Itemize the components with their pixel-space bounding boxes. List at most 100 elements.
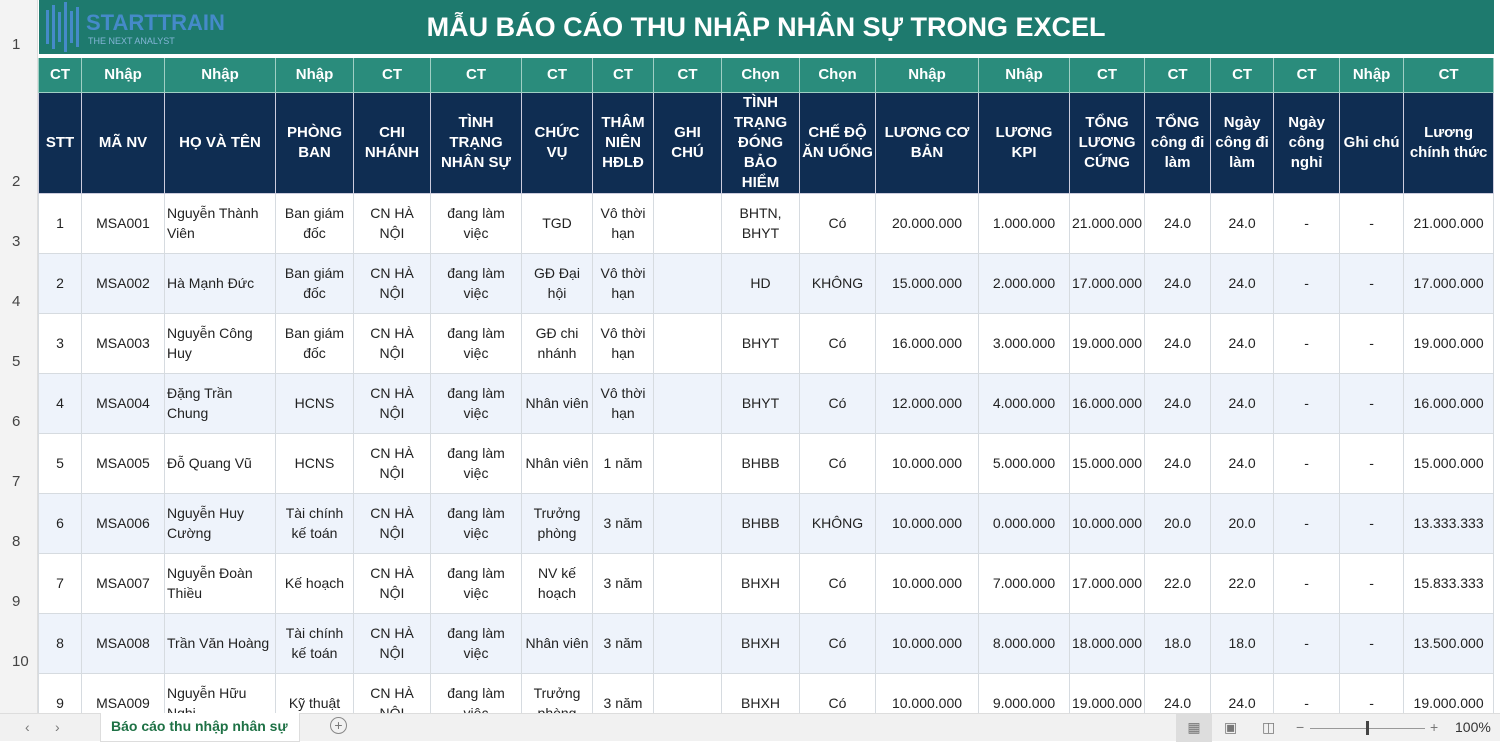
- table-row-cell[interactable]: 18.0: [1210, 612, 1275, 674]
- table-row-cell[interactable]: HCNS: [275, 372, 354, 434]
- header-row-cell[interactable]: Lương chính thức: [1403, 91, 1495, 194]
- row-number[interactable]: 1: [12, 36, 21, 53]
- scroll-right-icon[interactable]: ›: [55, 719, 60, 735]
- type-row-cell[interactable]: Nhập: [978, 55, 1070, 93]
- table-row-cell[interactable]: KHÔNG: [799, 252, 876, 314]
- type-row-cell[interactable]: Nhập: [875, 55, 979, 93]
- table-row-cell[interactable]: -: [1339, 252, 1405, 314]
- table-row-cell[interactable]: MSA005: [81, 432, 165, 494]
- table-row-cell[interactable]: 19.000.000: [1403, 312, 1495, 374]
- header-row-cell[interactable]: TÌNH TRẠNG ĐÓNG BẢO HIỂM: [721, 91, 800, 194]
- table-row-cell[interactable]: 10.000.000: [875, 552, 979, 614]
- table-row-cell[interactable]: -: [1339, 492, 1405, 554]
- type-row-cell[interactable]: CT: [521, 55, 593, 93]
- table-row-cell[interactable]: CN HÀ NỘI: [353, 312, 431, 374]
- table-row-cell[interactable]: 15.000.000: [875, 252, 979, 314]
- type-row-cell[interactable]: CT: [1403, 55, 1495, 93]
- table-row-cell[interactable]: -: [1273, 492, 1341, 554]
- page-layout-icon[interactable]: ▣: [1224, 719, 1238, 735]
- table-row-cell[interactable]: CN HÀ NỘI: [353, 372, 431, 434]
- table-row-cell[interactable]: BHXH: [721, 612, 800, 674]
- table-row-cell[interactable]: Có: [799, 312, 876, 374]
- table-row-cell[interactable]: 24.0: [1144, 252, 1212, 314]
- table-row-cell[interactable]: 10.000.000: [875, 612, 979, 674]
- table-row-cell[interactable]: CN HÀ NỘI: [353, 252, 431, 314]
- table-row-cell[interactable]: 24.0: [1210, 192, 1275, 254]
- header-row-cell[interactable]: HỌ VÀ TÊN: [164, 91, 276, 194]
- type-row-cell[interactable]: Nhập: [275, 55, 354, 93]
- table-row-cell[interactable]: 21.000.000: [1403, 192, 1495, 254]
- table-row-cell[interactable]: 10.000.000: [1068, 492, 1146, 554]
- table-row-cell[interactable]: 1 năm: [592, 432, 654, 494]
- table-row-cell[interactable]: MSA007: [81, 552, 165, 614]
- table-row-cell[interactable]: 18.000.000: [1068, 612, 1146, 674]
- table-row-cell[interactable]: Nhân viên: [521, 372, 593, 434]
- type-row-cell[interactable]: CT: [592, 55, 654, 93]
- row-number[interactable]: 7: [12, 473, 21, 490]
- table-row-cell[interactable]: 17.000.000: [1068, 552, 1146, 614]
- add-sheet-icon[interactable]: +: [330, 717, 347, 734]
- header-row-cell[interactable]: TỔNG LƯƠNG CỨNG: [1068, 91, 1146, 194]
- table-row-cell[interactable]: BHYT: [721, 372, 800, 434]
- table-row-cell[interactable]: 3.000.000: [978, 312, 1070, 374]
- table-row-cell[interactable]: HCNS: [275, 432, 354, 494]
- table-row-cell[interactable]: 15.000.000: [1403, 432, 1495, 494]
- table-row-cell[interactable]: 15.000.000: [1068, 432, 1146, 494]
- table-row-cell[interactable]: 24.0: [1144, 372, 1212, 434]
- header-row-cell[interactable]: CHẾ ĐỘ ĂN UỐNG: [799, 91, 876, 194]
- table-row-cell[interactable]: 13.333.333: [1403, 492, 1495, 554]
- table-row-cell[interactable]: MSA008: [81, 612, 165, 674]
- header-row-cell[interactable]: MÃ NV: [81, 91, 165, 194]
- table-row-cell[interactable]: MSA002: [81, 252, 165, 314]
- table-row-cell[interactable]: 24.0: [1210, 432, 1275, 494]
- table-row-cell[interactable]: đang làm việc: [430, 312, 522, 374]
- table-row-cell[interactable]: MSA001: [81, 192, 165, 254]
- sheet-tab-active[interactable]: Báo cáo thu nhập nhân sự: [100, 713, 300, 742]
- table-row-cell[interactable]: 18.0: [1144, 612, 1212, 674]
- header-row-cell[interactable]: Ghi chú: [1339, 91, 1405, 194]
- table-row-cell[interactable]: 15.833.333: [1403, 552, 1495, 614]
- table-row-cell[interactable]: -: [1339, 432, 1405, 494]
- type-row-cell[interactable]: CT: [1210, 55, 1275, 93]
- table-row-cell[interactable]: BHBB: [721, 492, 800, 554]
- header-row-cell[interactable]: CHI NHÁNH: [353, 91, 431, 194]
- type-row-cell[interactable]: CT: [430, 55, 522, 93]
- table-row-cell[interactable]: Có: [799, 552, 876, 614]
- table-row-cell[interactable]: Tài chính kế toán: [275, 612, 354, 674]
- header-row-cell[interactable]: CHỨC VỤ: [521, 91, 593, 194]
- type-row-cell[interactable]: CT: [353, 55, 431, 93]
- table-row-cell[interactable]: Ban giám đốc: [275, 192, 354, 254]
- table-row-cell[interactable]: MSA006: [81, 492, 165, 554]
- type-row-cell[interactable]: Chọn: [721, 55, 800, 93]
- zoom-out-icon[interactable]: −: [1296, 719, 1305, 735]
- table-row-cell[interactable]: 6: [38, 492, 82, 554]
- table-row-cell[interactable]: [653, 372, 722, 434]
- table-row-cell[interactable]: CN HÀ NỘI: [353, 192, 431, 254]
- scroll-left-icon[interactable]: ‹: [25, 719, 30, 735]
- table-row-cell[interactable]: MSA003: [81, 312, 165, 374]
- table-row-cell[interactable]: 16.000.000: [1403, 372, 1495, 434]
- header-row-cell[interactable]: LƯƠNG KPI: [978, 91, 1070, 194]
- row-number[interactable]: 3: [12, 233, 21, 250]
- table-row-cell[interactable]: -: [1273, 252, 1341, 314]
- table-row-cell[interactable]: Nguyễn Công Huy: [164, 312, 276, 374]
- table-row-cell[interactable]: 1: [38, 192, 82, 254]
- table-row-cell[interactable]: 1.000.000: [978, 192, 1070, 254]
- header-row-cell[interactable]: THÂM NIÊN HĐLĐ: [592, 91, 654, 194]
- report-title[interactable]: MẪU BÁO CÁO THU NHẬP NHÂN SỰ TRONG EXCEL: [38, 0, 1494, 58]
- table-row-cell[interactable]: đang làm việc: [430, 192, 522, 254]
- table-row-cell[interactable]: Ban giám đốc: [275, 312, 354, 374]
- table-row-cell[interactable]: [653, 552, 722, 614]
- table-row-cell[interactable]: Trần Văn Hoàng: [164, 612, 276, 674]
- table-row-cell[interactable]: -: [1273, 312, 1341, 374]
- table-row-cell[interactable]: 22.0: [1144, 552, 1212, 614]
- table-row-cell[interactable]: Vô thời hạn: [592, 312, 654, 374]
- table-row-cell[interactable]: 16.000.000: [875, 312, 979, 374]
- table-row-cell[interactable]: TGD: [521, 192, 593, 254]
- type-row-cell[interactable]: CT: [1068, 55, 1146, 93]
- table-row-cell[interactable]: 3 năm: [592, 612, 654, 674]
- table-row-cell[interactable]: -: [1273, 372, 1341, 434]
- table-row-cell[interactable]: đang làm việc: [430, 432, 522, 494]
- table-row-cell[interactable]: 7: [38, 552, 82, 614]
- normal-view-icon[interactable]: ▦: [1176, 714, 1212, 742]
